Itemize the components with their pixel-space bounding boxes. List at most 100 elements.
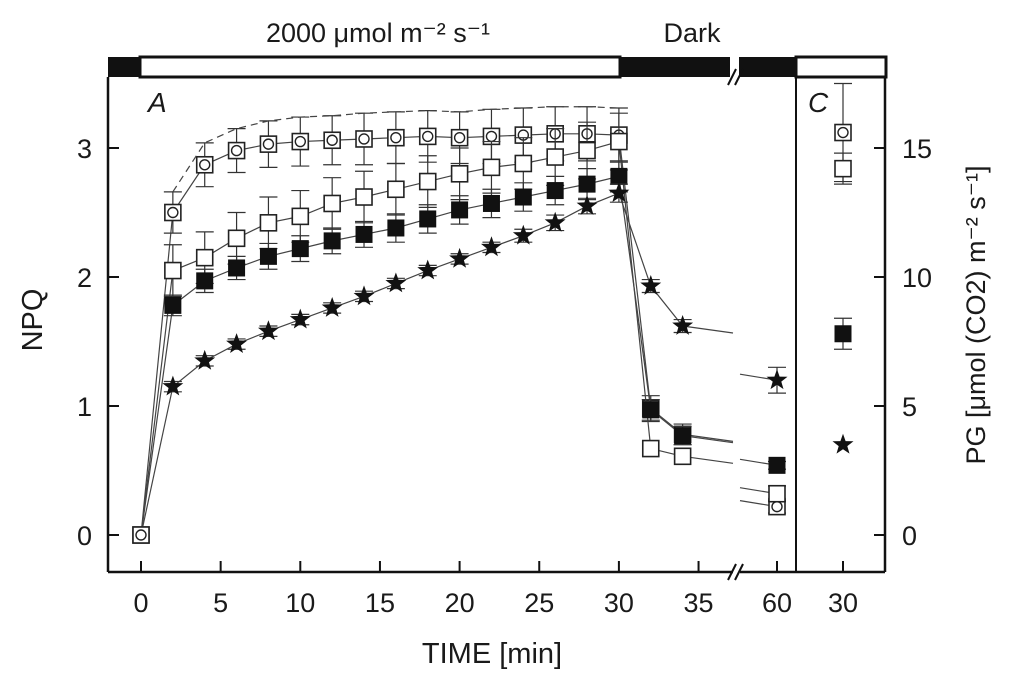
axis-break-marks [727,68,744,581]
x-tick-label: 25 [524,588,554,618]
upper-error-envelope [172,106,619,193]
data-point [291,240,309,258]
data-point [482,194,500,212]
panel-c-circle-in-square [834,82,852,183]
data-point [355,225,373,243]
series-star [140,182,788,536]
panel-c-open-square [834,152,852,185]
data-point [390,131,402,144]
y-tick-label: 15 [902,134,932,164]
data-point [199,159,211,171]
data-point [323,194,341,213]
data-point [641,439,660,458]
series-line [140,175,683,536]
x-tick-label: 35 [684,588,714,618]
data-point [578,175,596,193]
data-point [259,214,278,232]
data-point [640,275,662,295]
light-intensity-label: 2000 μmol m⁻² s⁻¹ [266,18,490,48]
x-tick-label: 0 [133,588,148,618]
y-tick-label: 10 [902,263,932,293]
series-line-tail [682,325,734,334]
data-point [162,375,184,396]
data-point [422,130,434,143]
panel-c-star [832,433,854,454]
data-point [262,138,275,150]
data-point [227,229,246,248]
data-point [546,148,564,166]
light-bar-dark-end [620,57,730,77]
light-bar-dark-after-break [739,57,796,77]
data-point [230,144,243,157]
data-point [610,167,628,185]
x-tick-label: 60 [762,588,792,618]
y-tick-label: 5 [902,392,917,422]
data-point [417,259,439,280]
data-point [481,236,502,257]
series-circle-in-square [132,106,786,544]
data-point [482,158,501,177]
x-tick-label: 20 [445,588,475,618]
series-line [140,192,684,536]
plot-frame [106,68,887,581]
data-point [832,433,854,454]
x-tick-label: 10 [285,588,315,618]
data-point [258,320,279,341]
x-tick-label: 30 [604,588,634,618]
x-axis-ticks: 0 5 10 15 20 25 30 35 60 30 [133,561,858,618]
data-point [358,133,370,145]
data-point [771,500,783,513]
series-filled-square [140,160,786,536]
x-axis-title: TIME [min] [422,638,562,670]
data-point [512,224,534,245]
panel-c-points [832,82,854,454]
data-point [387,219,405,237]
data-point [164,296,182,314]
y-axis-right-ticks: 0 5 10 15 [874,134,932,551]
data-point [768,456,786,474]
data-point [514,188,532,206]
data-point [196,272,214,290]
panel-label-c: C [808,87,829,118]
data-point [194,349,216,370]
data-point [228,259,246,277]
data-point [226,333,247,353]
dark-label: Dark [663,18,721,48]
data-point [546,182,564,200]
data-point [544,211,566,232]
data-point [834,159,852,178]
x-tick-label: 5 [213,588,228,618]
panel-c-filled-square [834,317,852,350]
data-point [291,207,310,226]
data-point [449,247,471,268]
data-point [164,261,182,280]
y-axis-left-title: NPQ [17,289,49,352]
data-point [766,369,788,390]
data-point [385,272,407,293]
data-point [514,154,533,173]
y-tick-label: 2 [77,263,92,293]
data-point [323,232,341,250]
data-point [195,248,214,267]
data-point [353,285,375,306]
x-tick-label: 15 [365,588,395,618]
data-point [768,484,786,503]
y-axis-left-ticks: 0 1 2 3 [77,134,119,551]
data-point [450,165,469,183]
light-bar-dark-start [108,57,140,77]
panel-label-a: A [146,87,167,118]
data-point [834,325,852,343]
data-point [294,135,306,148]
data-point [485,130,498,143]
data-point [355,188,373,206]
data-point [167,206,179,219]
y-tick-label: 0 [902,521,917,551]
data-point [674,427,692,445]
data-point [576,195,598,215]
data-point [451,201,469,219]
data-point [672,315,694,335]
y-tick-label: 3 [77,134,92,164]
data-point [326,134,338,146]
data-point [387,180,405,199]
